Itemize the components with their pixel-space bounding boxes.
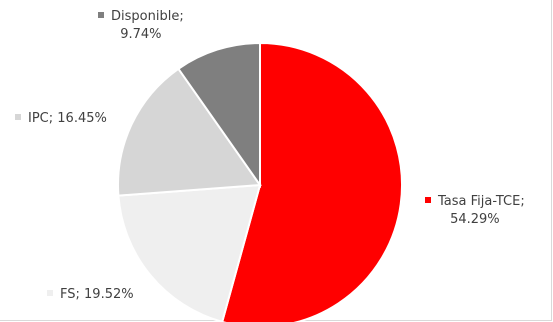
label-tasa-fija: Tasa Fija-TCE; 54.29% [425,193,525,229]
slice-value-fs: 19.52% [84,287,134,302]
slice-name-fs: FS [60,287,76,302]
legend-swatch-ipc [15,113,21,120]
slice-name-disponible: Disponible [111,9,180,24]
label-ipc: IPC; 16.45% [15,110,107,128]
legend-swatch-tasa-fija [425,196,431,203]
pie-slice-disponible [177,41,261,189]
slice-name-ipc: IPC [28,111,49,126]
label-fs: FS; 19.52% [47,286,134,304]
pie-slice-fs [117,183,262,322]
slice-name-tasa-fija: Tasa Fija-TCE [438,194,521,209]
slice-value-disponible: 9.74% [120,27,162,42]
slice-value-ipc: 16.45% [57,111,107,126]
legend-swatch-disponible [98,11,104,18]
pie-slice-tasa-fija-tce [221,41,403,322]
pie-slice-ipc [117,67,262,197]
label-disponible: Disponible; 9.74% [98,8,184,44]
slice-value-tasa-fija: 54.29% [450,212,500,227]
legend-swatch-fs [47,289,53,296]
